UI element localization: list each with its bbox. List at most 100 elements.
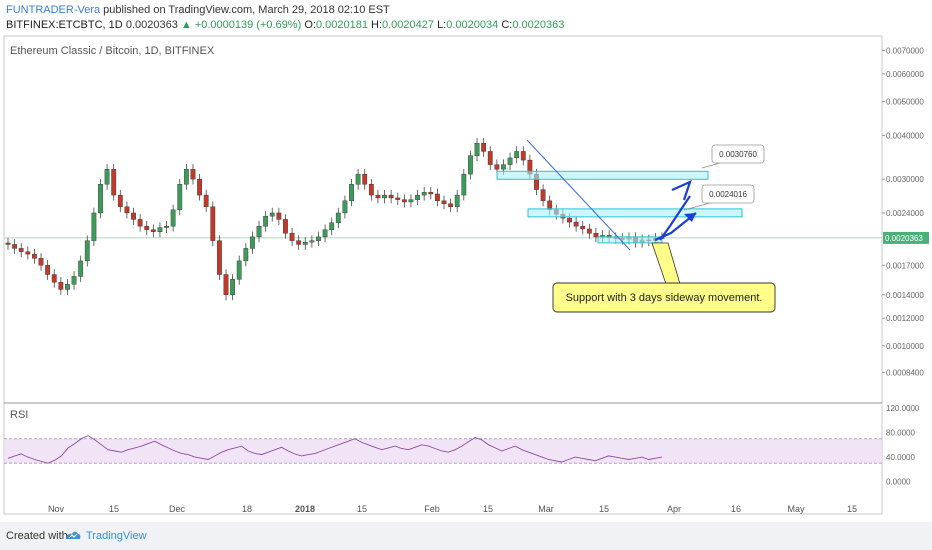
candle-body (45, 265, 51, 275)
candle-body (104, 169, 110, 185)
candle-body (540, 189, 546, 202)
high-label: H: (371, 19, 382, 31)
current-price-label: 0.0020363 (885, 234, 923, 243)
support-annotation-box[interactable] (552, 282, 776, 313)
last-price: 0.0020363 (125, 19, 178, 31)
x-tick-label: Feb (424, 504, 440, 514)
candle-body (157, 227, 163, 232)
resistance-zone[interactable] (496, 170, 709, 180)
high-value: 0.0020427 (382, 19, 434, 31)
low-label: L: (437, 19, 447, 31)
arrow-head-icon (671, 179, 692, 201)
footer-bar: Created with TradingView (0, 522, 932, 550)
x-tick-label: 15 (109, 504, 119, 514)
candle-body (78, 260, 84, 277)
candle-body (216, 240, 222, 275)
candle-body (150, 229, 156, 232)
current-price-tag (883, 231, 929, 244)
symbol-label: BITFINEX:ETCBTC, 1D (6, 19, 123, 31)
chart-title: Ethereum Classic / Bitcoin, 1D, BITFINEX (10, 45, 215, 57)
price-tick-label: 0.0017000 (886, 261, 924, 270)
candle-body (494, 164, 500, 170)
support-annotation-text: Support with 3 days sideway movement. (566, 292, 763, 304)
candle-body (520, 151, 526, 161)
candle-body (448, 203, 454, 207)
candle-body (309, 240, 315, 243)
zone-price-label: 0.0024016 (709, 190, 747, 199)
open-label: O: (304, 19, 316, 31)
candle-body (408, 199, 414, 203)
zone-price-callout[interactable] (701, 184, 755, 204)
x-tick-label: 15 (847, 504, 857, 514)
arrow-to-resistance-2[interactable] (659, 195, 691, 241)
price-tick-label: 0.0030000 (886, 175, 924, 184)
candle-body (32, 253, 37, 259)
candle-body (454, 194, 460, 207)
price-chart[interactable]: Ethereum Classic / Bitcoin, 1D, BITFINEX… (0, 0, 932, 522)
zone-price-callout[interactable] (711, 144, 765, 164)
published-text: published on TradingView.com, March 29, … (100, 4, 390, 16)
candle-body (203, 194, 209, 207)
support-zone[interactable] (597, 236, 663, 244)
candle-body (501, 164, 506, 170)
candle-body (573, 221, 579, 227)
candle-body (98, 184, 103, 214)
candle-body (434, 193, 440, 202)
candle-body (481, 143, 487, 152)
candle-body (329, 222, 335, 230)
candle-body (349, 184, 354, 202)
resistance-zone[interactable] (527, 208, 743, 218)
candle-body (65, 284, 70, 290)
x-tick-label: 15 (483, 504, 493, 514)
candle-body (388, 194, 394, 199)
price-tick-label: 0.0024000 (886, 209, 924, 218)
tradingview-brand[interactable]: TradingView (86, 530, 147, 542)
price-tick-label: 0.0014000 (886, 291, 924, 300)
candle-body (269, 212, 275, 217)
author-link[interactable]: FUNTRADER-Vera (6, 4, 101, 16)
candle-body (91, 212, 97, 241)
candle-body (131, 212, 136, 220)
candle-body (230, 279, 236, 295)
zone-price-label: 0.0030760 (719, 150, 757, 159)
x-tick-label: Dec (169, 504, 186, 514)
price-tick-label: 0.0008400 (886, 368, 924, 377)
price-tick-label: 0.0010000 (886, 342, 924, 351)
trend-line[interactable] (526, 139, 631, 251)
x-tick-label: 15 (357, 504, 367, 514)
candle-body (507, 157, 513, 165)
close-label: C: (501, 19, 513, 31)
candle-body (567, 217, 572, 223)
ohlc-header: BITFINEX:ETCBTC, 1D 0.0020363 ▲ +0.00001… (6, 19, 564, 31)
candle-body (586, 228, 592, 234)
candle-body (468, 155, 473, 175)
candle-body (487, 151, 493, 165)
x-tick-label: 16 (731, 504, 741, 514)
arrow-head-icon (684, 213, 696, 222)
candle-body (51, 274, 57, 283)
rsi-tick-label: 0.0000 (886, 478, 911, 487)
candle-body (183, 169, 189, 185)
chart-frame (3, 35, 883, 515)
price-tick-label: 0.0070000 (886, 46, 924, 55)
candle-body (395, 197, 401, 200)
rsi-line (7, 435, 663, 464)
tradingview-logo-icon[interactable] (64, 528, 82, 544)
candle-body (514, 151, 520, 159)
candle-body (236, 260, 242, 280)
price-tick-label: 0.0060000 (886, 70, 924, 79)
candle-body (12, 244, 18, 249)
candle-body (243, 248, 249, 262)
candle-body (428, 192, 434, 195)
candle-body (210, 206, 216, 241)
candle-body (144, 225, 150, 230)
callout-pointer (651, 242, 681, 285)
x-tick-label: 2018 (295, 504, 315, 514)
candle-body (117, 194, 123, 207)
candle-body (197, 178, 202, 196)
candle-body (368, 184, 374, 196)
candle-body (322, 229, 328, 238)
candle-body (58, 282, 64, 290)
candle-body (283, 219, 288, 234)
candle-body (382, 194, 387, 199)
